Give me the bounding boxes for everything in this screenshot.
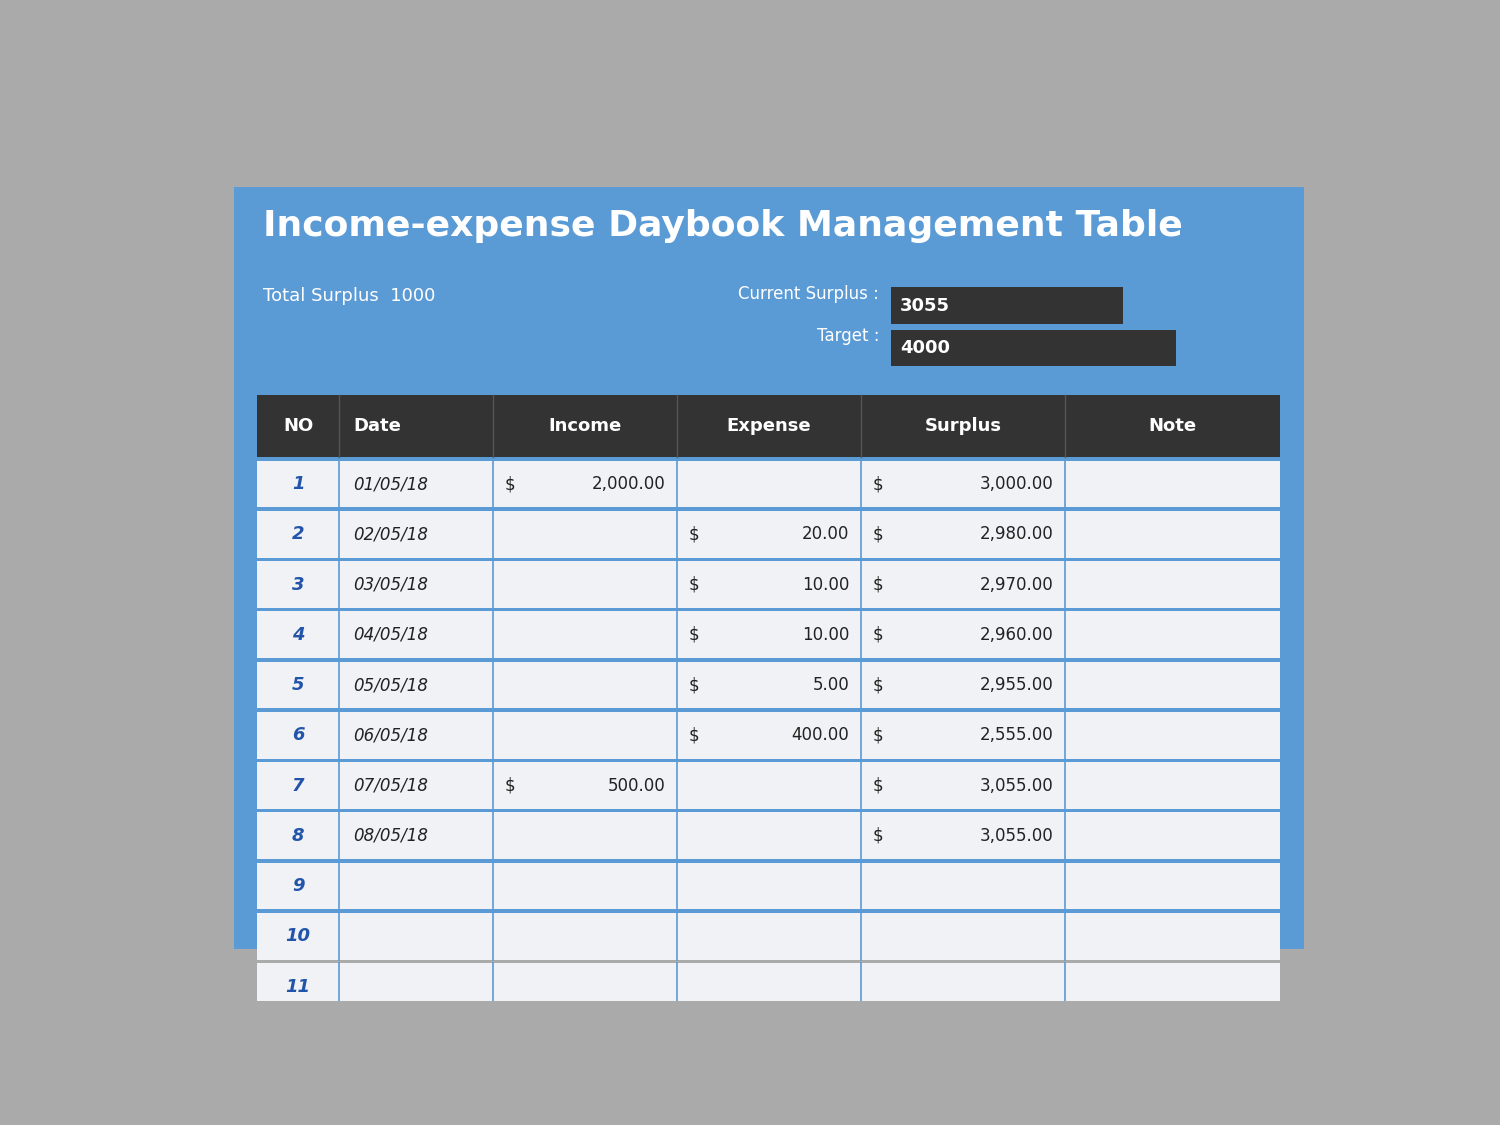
Text: $: $ xyxy=(873,676,883,694)
Text: 3: 3 xyxy=(292,576,304,594)
Text: 7: 7 xyxy=(292,776,304,794)
FancyBboxPatch shape xyxy=(258,912,1281,960)
Text: 2,555.00: 2,555.00 xyxy=(980,727,1054,745)
Text: 11: 11 xyxy=(285,978,310,996)
FancyBboxPatch shape xyxy=(258,863,1281,909)
FancyBboxPatch shape xyxy=(258,561,1281,608)
FancyBboxPatch shape xyxy=(258,461,1281,507)
Text: 2,000.00: 2,000.00 xyxy=(591,475,664,493)
Text: 9: 9 xyxy=(292,878,304,896)
Text: $: $ xyxy=(688,525,699,543)
Text: 3055: 3055 xyxy=(900,297,950,315)
Text: 05/05/18: 05/05/18 xyxy=(352,676,428,694)
Text: Expense: Expense xyxy=(726,417,812,435)
Text: 07/05/18: 07/05/18 xyxy=(352,776,428,794)
FancyBboxPatch shape xyxy=(258,662,1281,709)
Text: $: $ xyxy=(873,525,883,543)
Text: $: $ xyxy=(688,727,699,745)
Text: Income-expense Daybook Management Table: Income-expense Daybook Management Table xyxy=(262,208,1184,243)
Text: 2,980.00: 2,980.00 xyxy=(980,525,1054,543)
FancyBboxPatch shape xyxy=(891,288,1124,324)
FancyBboxPatch shape xyxy=(258,812,1281,860)
Text: 06/05/18: 06/05/18 xyxy=(352,727,428,745)
Text: 4000: 4000 xyxy=(900,339,950,357)
Text: $: $ xyxy=(688,626,699,643)
Text: 400.00: 400.00 xyxy=(792,727,849,745)
Text: 10.00: 10.00 xyxy=(802,626,849,643)
FancyBboxPatch shape xyxy=(891,330,1176,367)
Text: 6: 6 xyxy=(292,727,304,745)
Text: $: $ xyxy=(873,827,883,845)
FancyBboxPatch shape xyxy=(258,712,1281,758)
Text: Income: Income xyxy=(548,417,621,435)
Text: 4: 4 xyxy=(292,626,304,643)
Text: 500.00: 500.00 xyxy=(608,776,664,794)
Text: Current Surplus :: Current Surplus : xyxy=(738,285,879,303)
Text: $: $ xyxy=(688,676,699,694)
Text: Note: Note xyxy=(1149,417,1197,435)
Text: Surplus: Surplus xyxy=(924,417,1002,435)
Text: 5.00: 5.00 xyxy=(813,676,849,694)
Text: 2,960.00: 2,960.00 xyxy=(980,626,1054,643)
FancyBboxPatch shape xyxy=(258,963,1281,1010)
FancyBboxPatch shape xyxy=(258,511,1281,558)
Text: 2,955.00: 2,955.00 xyxy=(980,676,1054,694)
Text: $: $ xyxy=(688,576,699,594)
FancyBboxPatch shape xyxy=(258,395,1281,457)
Text: $: $ xyxy=(873,776,883,794)
Text: 03/05/18: 03/05/18 xyxy=(352,576,428,594)
Text: $: $ xyxy=(504,776,515,794)
FancyBboxPatch shape xyxy=(234,187,1304,949)
Text: Target :: Target : xyxy=(816,327,879,345)
Text: 10: 10 xyxy=(285,927,310,945)
Text: 1: 1 xyxy=(292,475,304,493)
Text: 5: 5 xyxy=(292,676,304,694)
FancyBboxPatch shape xyxy=(258,762,1281,809)
FancyBboxPatch shape xyxy=(258,612,1281,658)
Text: $: $ xyxy=(873,475,883,493)
Text: 3,000.00: 3,000.00 xyxy=(980,475,1054,493)
Text: 04/05/18: 04/05/18 xyxy=(352,626,428,643)
Text: 08/05/18: 08/05/18 xyxy=(352,827,428,845)
Text: 2,970.00: 2,970.00 xyxy=(980,576,1054,594)
Text: 20.00: 20.00 xyxy=(802,525,849,543)
Text: 2: 2 xyxy=(292,525,304,543)
Text: 10.00: 10.00 xyxy=(802,576,849,594)
Text: Total Surplus  1000: Total Surplus 1000 xyxy=(262,287,435,305)
Text: $: $ xyxy=(873,576,883,594)
Text: 02/05/18: 02/05/18 xyxy=(352,525,428,543)
Text: NO: NO xyxy=(284,417,314,435)
Text: 3,055.00: 3,055.00 xyxy=(980,827,1054,845)
Text: 01/05/18: 01/05/18 xyxy=(352,475,428,493)
Text: 3,055.00: 3,055.00 xyxy=(980,776,1054,794)
Text: $: $ xyxy=(873,626,883,643)
Text: $: $ xyxy=(873,727,883,745)
Text: $: $ xyxy=(504,475,515,493)
Text: Date: Date xyxy=(352,417,401,435)
Text: 8: 8 xyxy=(292,827,304,845)
